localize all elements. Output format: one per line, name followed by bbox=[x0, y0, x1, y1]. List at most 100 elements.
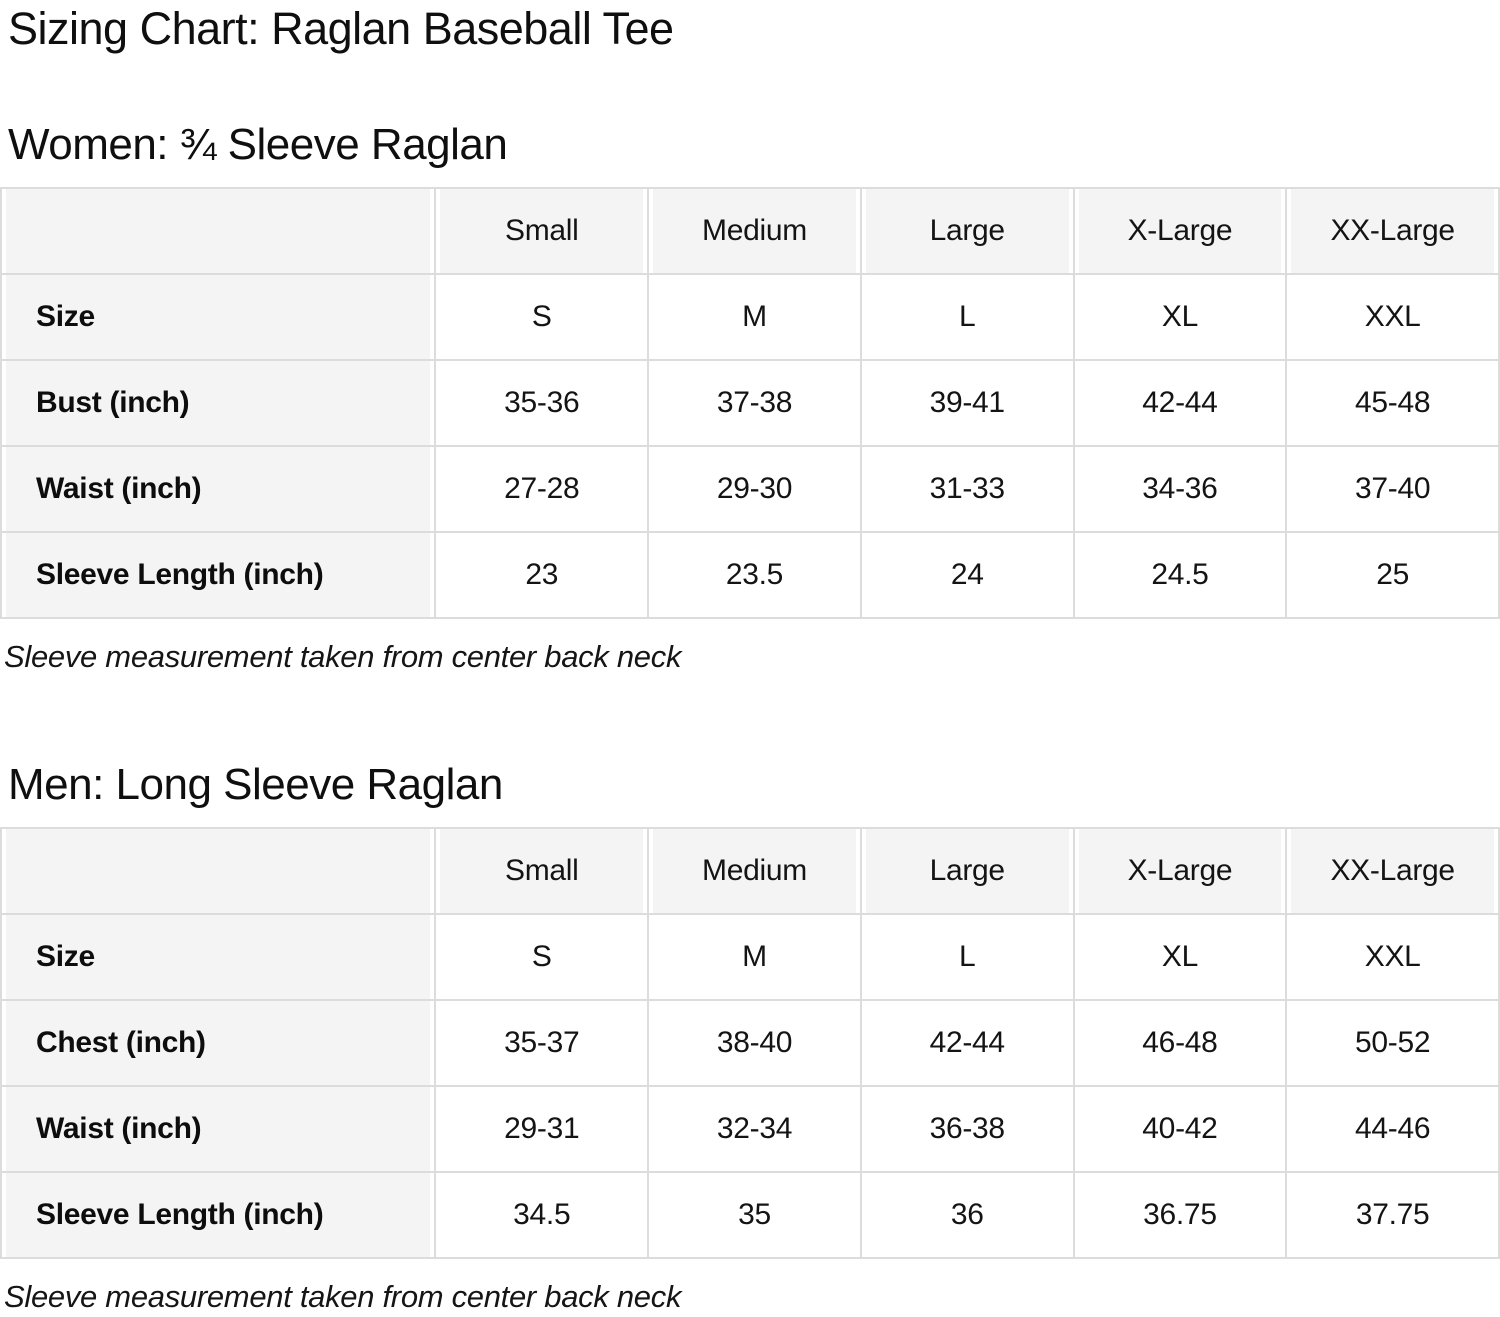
row-header: Bust (inch) bbox=[0, 359, 437, 447]
row-header-label: Size bbox=[6, 915, 431, 999]
value-cell-text: 36-38 bbox=[929, 1112, 1006, 1145]
value-cell: 23.5 bbox=[647, 531, 862, 619]
column-header: Medium bbox=[647, 187, 862, 275]
size-tables: Women: ¾ Sleeve Raglan Small Medium Large X-… bbox=[0, 118, 1500, 1316]
value-cell: 44-46 bbox=[1285, 1085, 1500, 1173]
value-cell-text: XXL bbox=[1364, 300, 1421, 333]
value-cell-text: 46-48 bbox=[1142, 1026, 1218, 1059]
value-cell: 29-30 bbox=[647, 445, 862, 533]
value-cell: 24 bbox=[859, 531, 1075, 619]
value-cell-text: 23 bbox=[525, 558, 559, 591]
value-cell-text: S bbox=[531, 940, 552, 973]
value-cell: 46-48 bbox=[1072, 999, 1288, 1087]
column-header-label: XX-Large bbox=[1291, 189, 1494, 273]
value-cell: 32-34 bbox=[647, 1085, 862, 1173]
value-cell: 31-33 bbox=[859, 445, 1075, 533]
column-header: XX-Large bbox=[1285, 827, 1500, 915]
column-header-label: Medium bbox=[653, 189, 856, 273]
column-header: XX-Large bbox=[1285, 187, 1500, 275]
table-row: Waist (inch) 29-31 32-34 36-38 40-42 44-46 bbox=[0, 1085, 1500, 1173]
row-header-label: Waist (inch) bbox=[6, 1087, 431, 1171]
section-heading: Men: Long Sleeve Raglan bbox=[8, 760, 503, 809]
men-size-section: Men: Long Sleeve Raglan Small Medium Large X… bbox=[0, 758, 1500, 1316]
value-cell-text: 37.75 bbox=[1355, 1198, 1430, 1231]
row-header-label: Sleeve Length (inch) bbox=[6, 1173, 431, 1257]
column-header: X-Large bbox=[1072, 187, 1288, 275]
value-cell-text: 24 bbox=[950, 558, 984, 591]
column-header: X-Large bbox=[1072, 827, 1288, 915]
value-cell-text: 40-42 bbox=[1142, 1112, 1218, 1145]
row-header-label: Bust (inch) bbox=[6, 361, 431, 445]
column-header: Small bbox=[434, 827, 650, 915]
column-header-label: Small bbox=[440, 189, 644, 273]
table-row: Chest (inch) 35-37 38-40 42-44 46-48 50-52 bbox=[0, 999, 1500, 1087]
value-cell: M bbox=[647, 913, 862, 1001]
value-cell: 27-28 bbox=[434, 445, 650, 533]
row-header-label: Sleeve Length (inch) bbox=[6, 533, 431, 617]
value-cell-text: 50-52 bbox=[1355, 1026, 1431, 1059]
section-heading: Women: ¾ Sleeve Raglan bbox=[8, 120, 508, 169]
value-cell: 38-40 bbox=[647, 999, 862, 1087]
value-cell: 42-44 bbox=[859, 999, 1075, 1087]
column-header-label: XX-Large bbox=[1291, 829, 1494, 913]
value-cell: XL bbox=[1072, 273, 1288, 361]
value-cell-text: 45-48 bbox=[1355, 386, 1431, 419]
value-cell-text: 44-46 bbox=[1355, 1112, 1431, 1145]
women-size-section: Women: ¾ Sleeve Raglan Small Medium Large X-… bbox=[0, 118, 1500, 676]
value-cell-text: 34-36 bbox=[1142, 472, 1218, 505]
value-cell-text: 35-36 bbox=[504, 386, 580, 419]
column-header-label: Large bbox=[865, 189, 1069, 273]
value-cell: 39-41 bbox=[859, 359, 1075, 447]
value-cell: 35-37 bbox=[434, 999, 650, 1087]
value-cell: 37-40 bbox=[1285, 445, 1500, 533]
value-cell-text: 31-33 bbox=[929, 472, 1006, 505]
row-header: Waist (inch) bbox=[0, 445, 437, 533]
value-cell-text: L bbox=[959, 300, 976, 333]
value-cell: 35 bbox=[647, 1171, 862, 1259]
value-cell-text: 39-41 bbox=[929, 386, 1006, 419]
value-cell: 42-44 bbox=[1072, 359, 1288, 447]
value-cell: S bbox=[434, 273, 650, 361]
value-cell: L bbox=[859, 913, 1075, 1001]
value-cell-text: XL bbox=[1161, 940, 1198, 973]
value-cell-text: 29-30 bbox=[716, 472, 793, 505]
table-row: Size S M L XL XXL bbox=[0, 913, 1500, 1001]
value-cell-text: L bbox=[959, 940, 976, 973]
table-row: Sleeve Length (inch) 23 23.5 24 24.5 25 bbox=[0, 531, 1500, 619]
value-cell: XXL bbox=[1285, 273, 1500, 361]
corner-cell bbox=[0, 827, 437, 915]
column-header-label: Small bbox=[440, 829, 644, 913]
value-cell: 24.5 bbox=[1072, 531, 1288, 619]
value-cell: 35-36 bbox=[434, 359, 650, 447]
value-cell-text: 32-34 bbox=[716, 1112, 793, 1145]
value-cell: 36-38 bbox=[859, 1085, 1075, 1173]
value-cell: 50-52 bbox=[1285, 999, 1500, 1087]
row-header: Size bbox=[0, 913, 437, 1001]
value-cell-text: XL bbox=[1161, 300, 1198, 333]
value-cell-text: 37-38 bbox=[716, 386, 793, 419]
value-cell: 23 bbox=[434, 531, 650, 619]
value-cell: 36 bbox=[859, 1171, 1075, 1259]
value-cell-text: 27-28 bbox=[504, 472, 580, 505]
value-cell: 37-38 bbox=[647, 359, 862, 447]
column-header-row: Small Medium Large X-Large XX-Large bbox=[0, 827, 1500, 915]
value-cell-text: 35 bbox=[738, 1198, 771, 1231]
men-size-table: Small Medium Large X-Large XX-Large Size S M L XL… bbox=[0, 827, 1500, 1259]
column-header-label: X-Large bbox=[1078, 829, 1282, 913]
row-header: Waist (inch) bbox=[0, 1085, 437, 1173]
value-cell-text: XXL bbox=[1364, 940, 1421, 973]
value-cell: 45-48 bbox=[1285, 359, 1500, 447]
row-header: Chest (inch) bbox=[0, 999, 437, 1087]
table-row: Waist (inch) 27-28 29-30 31-33 34-36 37-40 bbox=[0, 445, 1500, 533]
column-header: Large bbox=[859, 827, 1075, 915]
table-row: Size S M L XL XXL bbox=[0, 273, 1500, 361]
table-row: Bust (inch) 35-36 37-38 39-41 42-44 45-48 bbox=[0, 359, 1500, 447]
value-cell-text: 29-31 bbox=[504, 1112, 580, 1145]
value-cell-text: 37-40 bbox=[1355, 472, 1431, 505]
value-cell: 25 bbox=[1285, 531, 1500, 619]
value-cell: 29-31 bbox=[434, 1085, 650, 1173]
corner-cell-fill bbox=[6, 829, 431, 913]
row-header: Size bbox=[0, 273, 437, 361]
value-cell-text: 25 bbox=[1376, 558, 1410, 591]
